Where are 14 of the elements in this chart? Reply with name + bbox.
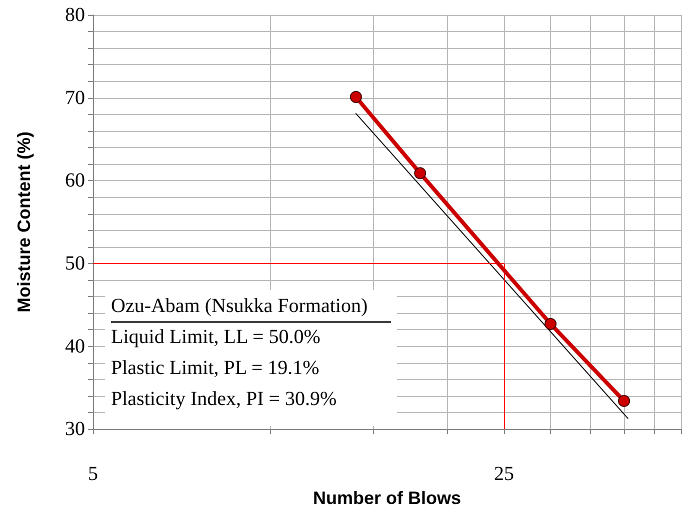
y-tick-label: 70	[65, 86, 85, 109]
annotation: Ozu-Abam (Nsukka Formation)	[111, 295, 368, 317]
annotation: Plastic Limit, PL = 19.1%	[111, 357, 320, 379]
y-tick-label: 60	[65, 170, 85, 192]
x-tick-label: 25	[494, 463, 514, 486]
x-tick-label: 5	[88, 463, 98, 486]
annotation: Plasticity Index, PI = 30.9%	[111, 388, 337, 410]
y-tick-label: 30	[65, 418, 85, 440]
y-tick-label: 50	[65, 252, 85, 274]
y-tick-label: 80	[65, 4, 85, 26]
x-axis-title: Number of Blows	[312, 488, 462, 508]
y-axis-title: Moisture Content (%)	[14, 132, 34, 313]
y-tick-label: 40	[65, 335, 85, 358]
annotation: Liquid Limit, LL = 50.0%	[111, 326, 320, 348]
